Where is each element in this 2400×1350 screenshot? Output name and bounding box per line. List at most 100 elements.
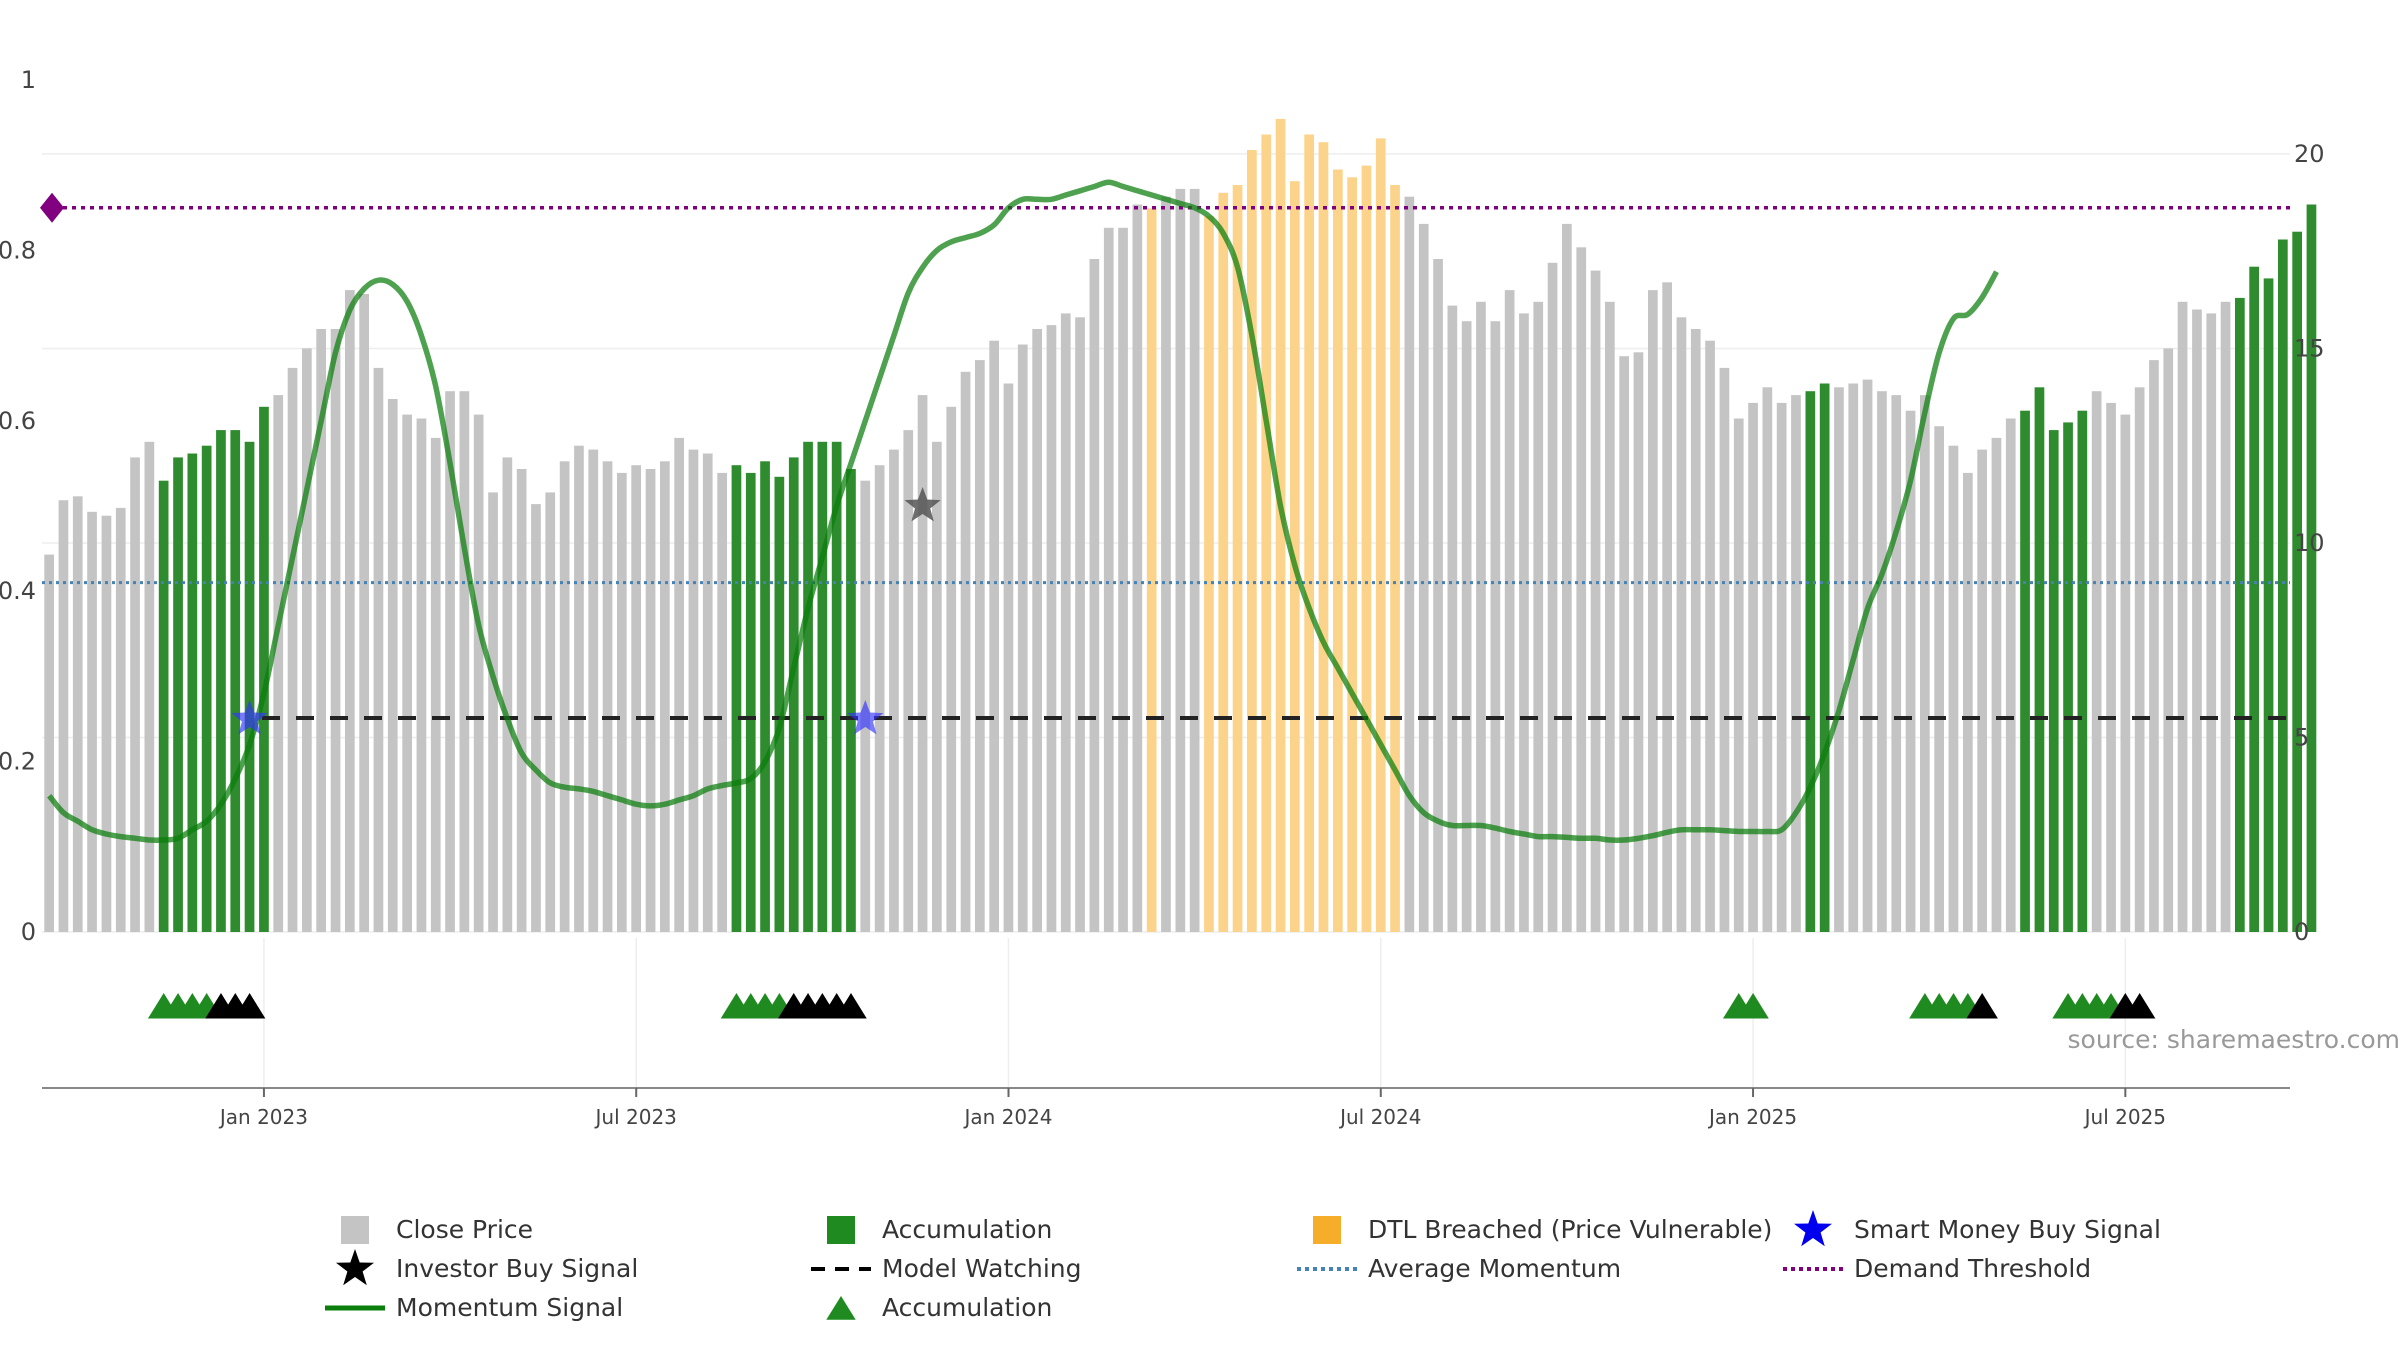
close-price-bar: [1089, 259, 1100, 932]
close-price-bar: [1920, 395, 1930, 933]
accumulation-bar: [1805, 391, 1816, 932]
close-price-bar: [387, 399, 398, 932]
close-price-bar: [946, 406, 957, 932]
close-price-bar: [674, 437, 684, 932]
close-price-bar: [1748, 402, 1758, 932]
close-price-bar: [273, 395, 284, 933]
close-price-bar: [660, 461, 670, 932]
accumulation-triangle-marker-black: [835, 993, 867, 1019]
momentum-signal-line: [47, 179, 1999, 843]
close-price-bar: [359, 294, 369, 932]
close-price-bar: [430, 437, 441, 932]
accumulation-bar: [2034, 387, 2045, 932]
dtl-breached-bar: [1361, 165, 1372, 933]
close-price-bar: [889, 449, 899, 932]
accumulation-bar: [259, 406, 269, 932]
x-axis-tick-label: Jul 2025: [2083, 1105, 2166, 1129]
right-axis-tick-label: 0: [2294, 918, 2309, 946]
accumulation-bar: [831, 441, 842, 932]
accumulation-triangle-marker-black: [2123, 993, 2156, 1019]
close-price-bar: [932, 441, 942, 932]
close-price-bar: [1003, 383, 1014, 932]
left-axis-tick-label: 1: [21, 66, 36, 94]
accumulation-bar: [2048, 430, 2059, 932]
close-price-bar: [345, 290, 355, 933]
accumulation-bar: [2063, 422, 2073, 932]
close-price-bar: [2149, 360, 2159, 933]
close-price-bar: [1562, 223, 1572, 932]
accumulation-bar: [1819, 383, 1830, 932]
close-price-bar: [44, 554, 54, 932]
close-price-bar: [1676, 317, 1687, 932]
close-price-bar: [2120, 414, 2131, 933]
close-price-bar: [416, 418, 427, 932]
accumulation-bar: [187, 453, 198, 932]
left-axis-tick-label: 0: [21, 918, 36, 946]
close-price-bar: [1576, 247, 1587, 933]
close-price-bar: [2177, 301, 2188, 932]
close-price-bar: [917, 395, 928, 933]
accumulation-bar: [817, 441, 828, 932]
close-price-bar: [1032, 329, 1042, 932]
close-price-bar: [1877, 391, 1887, 932]
close-price-bar: [1189, 188, 1200, 932]
close-price-bar: [402, 414, 412, 933]
legend-swatch: [336, 1249, 374, 1286]
close-price-bar: [445, 391, 455, 932]
close-price-bar: [1447, 305, 1458, 933]
accumulation-bar: [2249, 266, 2259, 932]
legend-swatch: [1313, 1216, 1341, 1244]
accumulation-bar: [2306, 204, 2317, 932]
left-axis-tick-label: 0.8: [0, 236, 36, 264]
close-price-bar: [631, 465, 641, 932]
x-axis-tick-label: Jan 2023: [218, 1105, 308, 1129]
close-price-bar: [1533, 301, 1544, 932]
x-axis-tick-label: Jan 2024: [962, 1105, 1052, 1129]
close-price-bar: [960, 371, 971, 932]
legend-label: Close Price: [396, 1215, 533, 1244]
close-price-bar: [101, 515, 112, 932]
legend-label: Model Watching: [882, 1254, 1082, 1283]
legend-swatch: [826, 1296, 856, 1320]
accumulation-triangle-marker-black: [1966, 993, 1998, 1019]
close-price-bar: [2220, 301, 2231, 932]
x-axis-tick-label: Jul 2024: [1338, 1105, 1421, 1129]
dtl-breached-bar: [1304, 134, 1314, 932]
legend-item: Demand Threshold: [1783, 1254, 2091, 1283]
dtl-breached-bar: [1232, 185, 1243, 932]
close-price-bar: [2091, 391, 2102, 932]
accumulation-bar: [788, 457, 799, 932]
legend-label: DTL Breached (Price Vulnerable): [1368, 1215, 1772, 1244]
legend-item: Momentum Signal: [325, 1293, 623, 1322]
close-price-bar: [1418, 223, 1429, 932]
close-price-bar: [488, 492, 498, 932]
source-label: source: sharemaestro.com: [2068, 1025, 2400, 1054]
close-price-bar: [2106, 402, 2116, 932]
dtl-breached-bar: [1247, 150, 1257, 932]
dtl-breached-bar: [1218, 192, 1229, 933]
close-price-bar: [1633, 352, 1644, 932]
close-price-bar: [130, 457, 140, 932]
close-price-bar: [1118, 227, 1128, 933]
accumulation-triangle-marker-black: [233, 993, 266, 1019]
legend-swatch: [341, 1216, 369, 1244]
legend-label: Accumulation: [882, 1293, 1052, 1322]
close-price-bar: [1991, 437, 2002, 932]
close-price-bar: [1103, 227, 1114, 933]
dtl-breached-bar: [1204, 216, 1214, 932]
right-axis-tick-label: 20: [2294, 140, 2325, 168]
legend-item: DTL Breached (Price Vulnerable): [1313, 1215, 1772, 1244]
close-price-bar: [1648, 290, 1658, 933]
close-price-bar: [1762, 387, 1773, 932]
legend-label: Demand Threshold: [1854, 1254, 2091, 1283]
right-axis-tick-label: 5: [2294, 723, 2309, 751]
close-price-bar: [688, 449, 699, 932]
legend-item: Smart Money Buy Signal: [1794, 1210, 2161, 1247]
close-price-bar: [459, 391, 470, 932]
close-price-bar: [1547, 262, 1558, 932]
close-price-bar: [1719, 367, 1730, 932]
dtl-breached-bar: [1275, 118, 1286, 932]
close-price-bar: [516, 469, 527, 932]
close-price-bar: [87, 511, 97, 932]
